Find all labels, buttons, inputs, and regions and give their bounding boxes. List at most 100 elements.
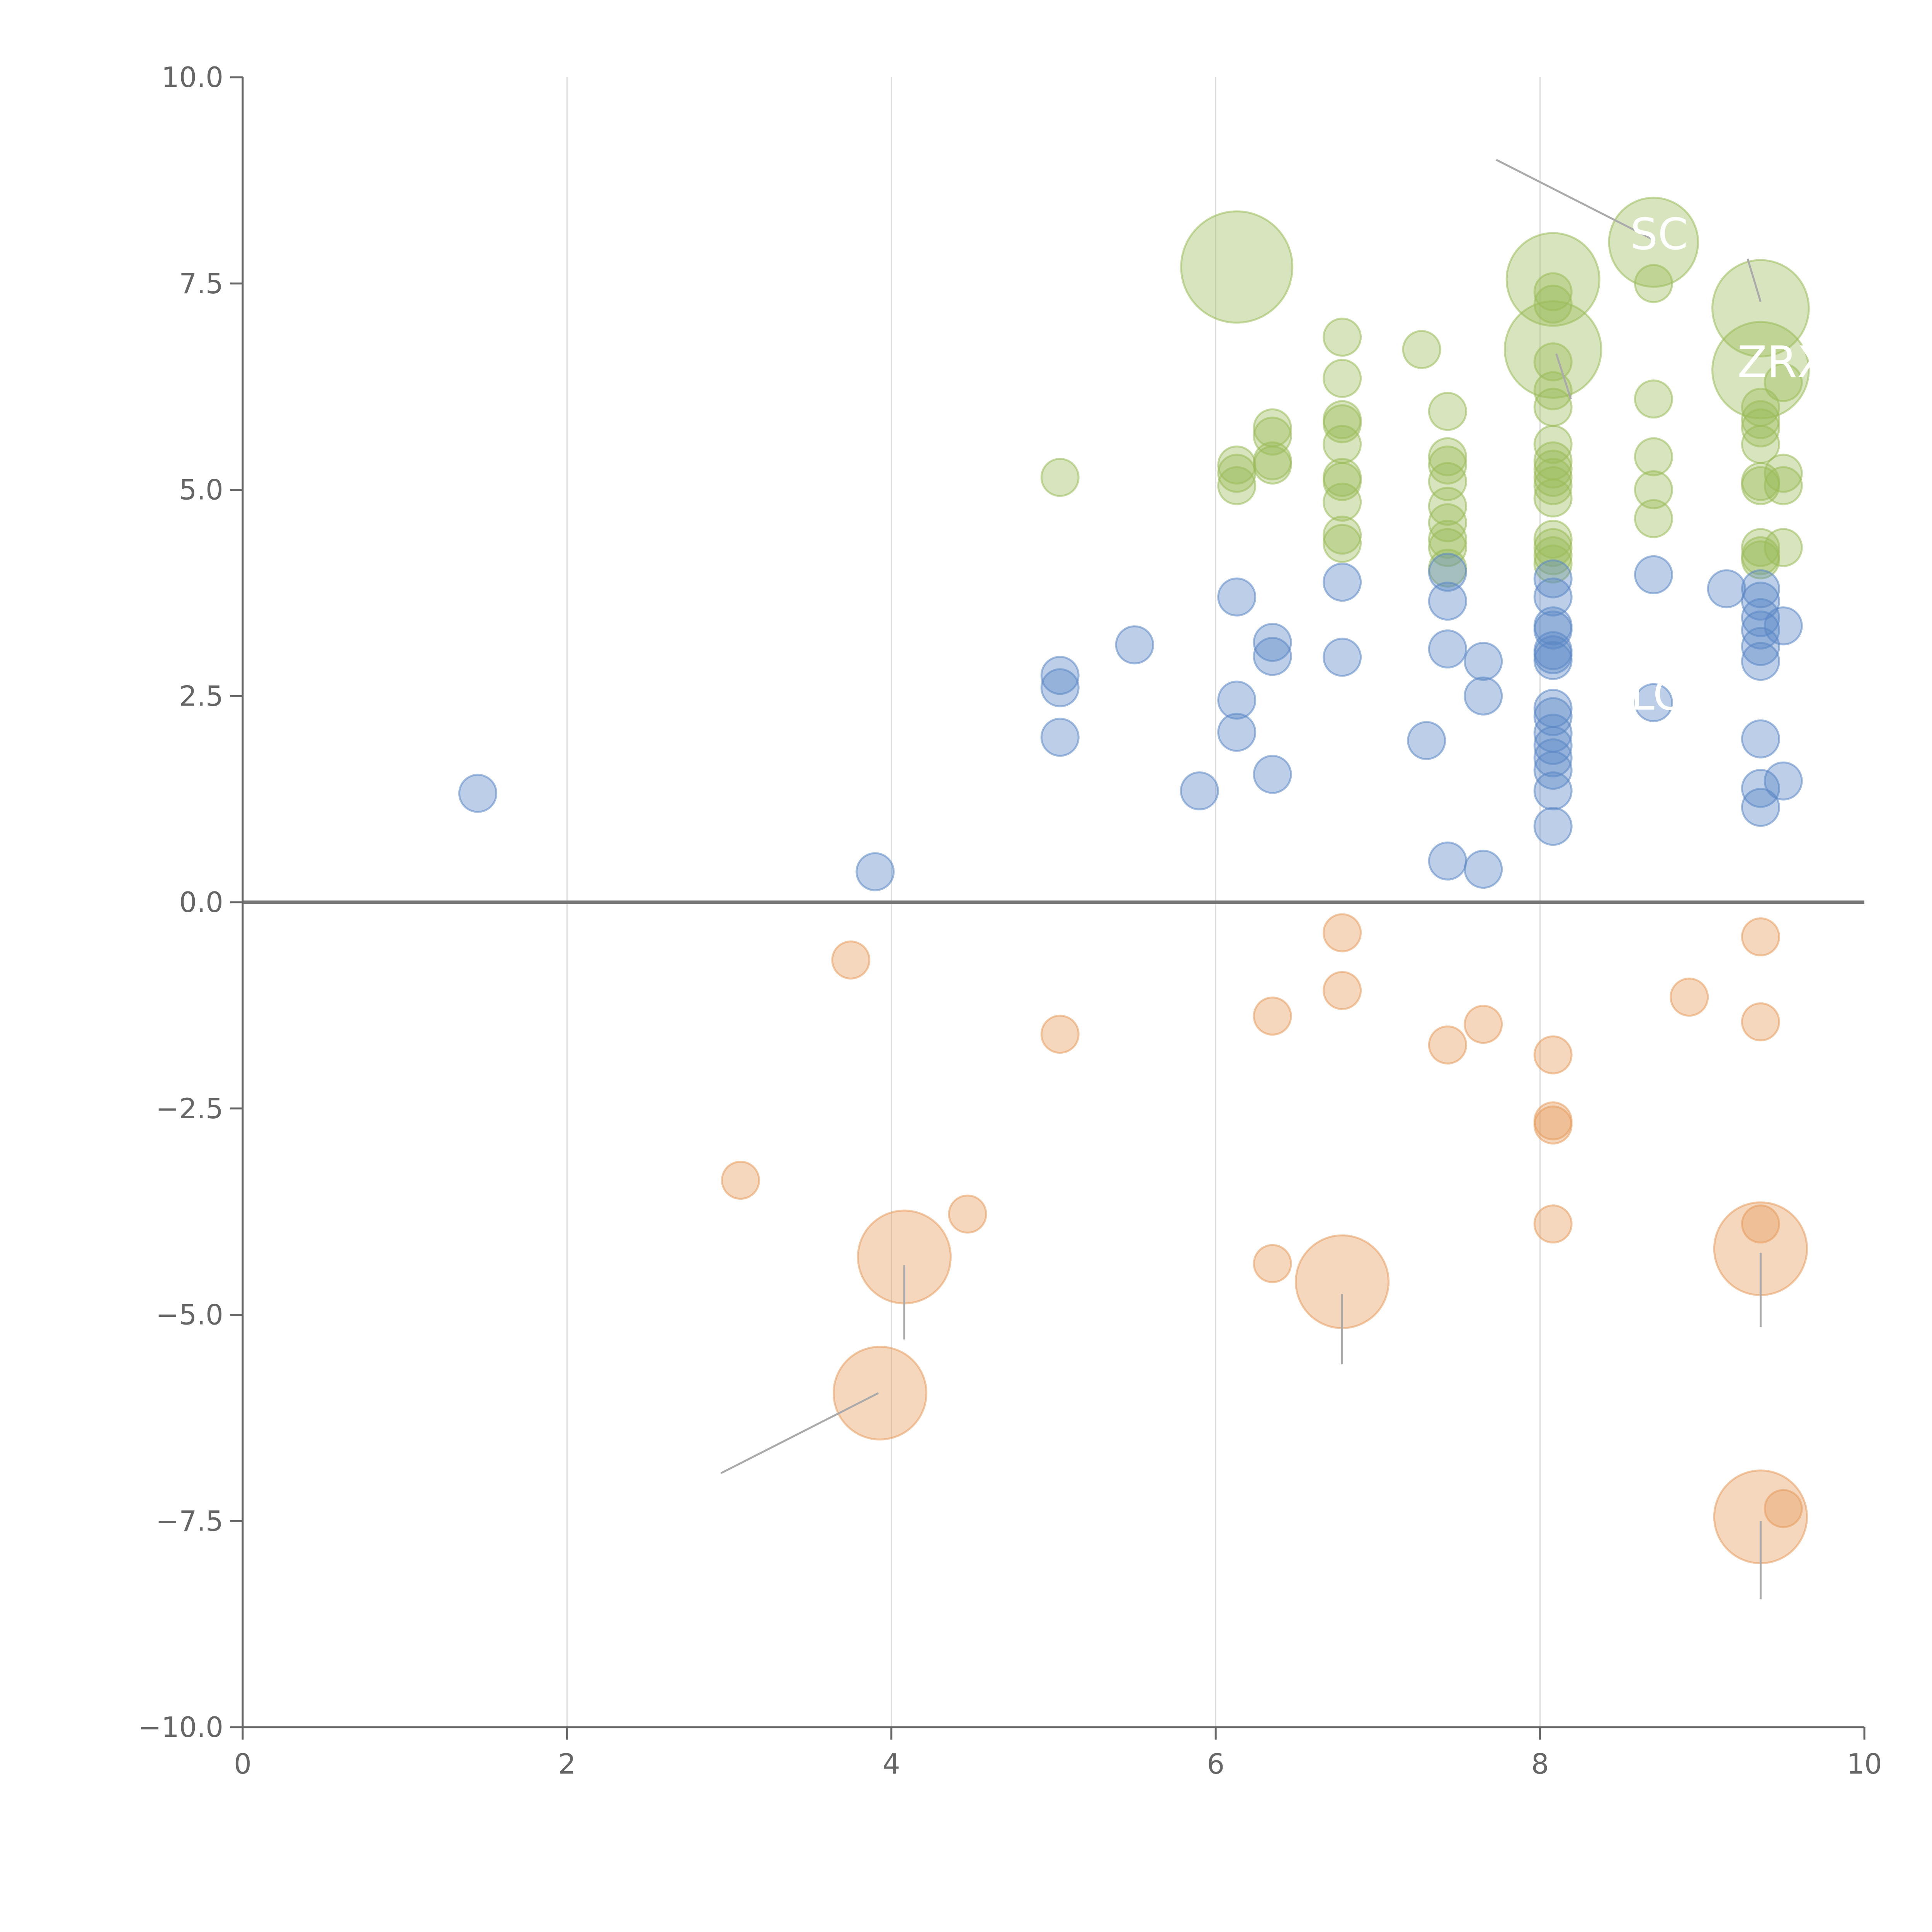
green-point: [1503, 300, 1602, 399]
leader-lines: [720, 159, 1762, 1600]
green-point: [1533, 449, 1573, 489]
green-point: [1428, 392, 1467, 431]
y-tick-label: −10.0: [138, 1711, 223, 1743]
green-point: [1533, 528, 1573, 567]
green-point: [1634, 437, 1673, 476]
blue-point: [1533, 738, 1573, 777]
green-point: [1428, 486, 1467, 526]
blue-point: [1741, 719, 1780, 759]
blue-point: [1533, 771, 1573, 811]
green-point: [1764, 528, 1803, 567]
blue-point: [1040, 718, 1080, 757]
x-tick-label: 4: [883, 1748, 900, 1780]
x-tick-label: 0: [234, 1748, 252, 1780]
blue-point: [1253, 637, 1292, 676]
blue-point: [1180, 771, 1219, 811]
y-tick-label: 5.0: [179, 474, 223, 506]
blue-point: [1115, 625, 1154, 665]
green-point: [1323, 425, 1362, 464]
green-point: [1428, 520, 1467, 559]
blue-point: [1634, 555, 1673, 594]
blue-point: [1464, 676, 1503, 716]
blue-point: [1428, 553, 1467, 592]
blue-point: [1217, 680, 1257, 720]
orange-point: [1464, 1005, 1503, 1044]
blue-point: [1533, 697, 1573, 736]
green-point: [1533, 388, 1573, 427]
orange-point: [832, 1345, 927, 1440]
green-point: [1253, 445, 1292, 485]
blue-point: [458, 774, 498, 813]
data-points: [458, 197, 1810, 1565]
green-point: [1217, 466, 1257, 505]
blue-point: [1253, 622, 1292, 662]
leader-line: [1747, 258, 1762, 302]
blue-point: [1764, 606, 1803, 646]
blue-point: [1323, 563, 1362, 602]
orange-point: [1040, 1015, 1080, 1054]
orange-point: [1741, 1204, 1780, 1244]
green-point: [1323, 515, 1362, 555]
orange-point: [1323, 971, 1362, 1010]
green-point: [1764, 466, 1803, 505]
orange-point: [1741, 917, 1780, 957]
blue-point: [1533, 641, 1573, 680]
green-point: [1533, 457, 1573, 497]
y-tick-label: −7.5: [156, 1505, 223, 1537]
orange-point: [1323, 913, 1362, 952]
y-tick-label: −5.0: [156, 1299, 223, 1331]
blue-point: [1634, 683, 1673, 722]
blue-point: [1040, 656, 1080, 695]
blue-point: [1764, 761, 1803, 801]
blue-point: [1040, 668, 1080, 707]
green-point: [1533, 536, 1573, 575]
y-tick-label: −2.5: [156, 1092, 223, 1125]
blue-point: [1253, 755, 1292, 794]
x-tick-label: 10: [1847, 1748, 1882, 1780]
blue-point: [1533, 577, 1573, 617]
green-point: [1741, 528, 1780, 567]
x-tick-label: 6: [1207, 1748, 1225, 1780]
orange-point: [948, 1194, 987, 1234]
y-tick-label: 10.0: [162, 61, 223, 94]
blue-point: [1428, 629, 1467, 669]
blue-point: [1428, 582, 1467, 621]
blue-point: [1741, 642, 1780, 681]
blue-point: [1533, 750, 1573, 790]
orange-point: [831, 940, 871, 980]
leader-line: [1555, 353, 1572, 400]
x-tick-label: 8: [1531, 1748, 1549, 1780]
green-point: [1533, 371, 1573, 410]
blue-point: [1217, 713, 1257, 752]
green-point: [1040, 457, 1080, 497]
green-point: [1741, 466, 1780, 505]
green-point: [1505, 232, 1600, 327]
green-point: [1764, 454, 1803, 493]
blue-point: [1741, 787, 1780, 827]
green-point: [1634, 470, 1673, 509]
orange-point: [1428, 1025, 1467, 1065]
orange-point: [1741, 1002, 1780, 1042]
green-point: [1323, 462, 1362, 501]
green-point: [1634, 379, 1673, 419]
blue-point: [1323, 638, 1362, 677]
blue-point: [1407, 721, 1446, 760]
green-point: [1323, 404, 1362, 444]
green-point: [1323, 359, 1362, 398]
point-label: SC: [1630, 209, 1688, 260]
orange-point: [1533, 1204, 1573, 1244]
blue-point: [1741, 569, 1780, 609]
blue-point: [1741, 582, 1780, 621]
orange-point: [721, 1160, 760, 1200]
orange-point: [1253, 997, 1292, 1036]
leader-line: [720, 1392, 879, 1474]
green-point: [1711, 259, 1810, 358]
point-label: LO: [1630, 670, 1687, 720]
orange-point: [1253, 1244, 1292, 1283]
green-point: [1634, 264, 1673, 303]
point-label: ZRX: [1737, 337, 1827, 388]
orange-point: [1533, 1105, 1573, 1145]
green-point: [1608, 197, 1699, 288]
green-point: [1533, 466, 1573, 505]
